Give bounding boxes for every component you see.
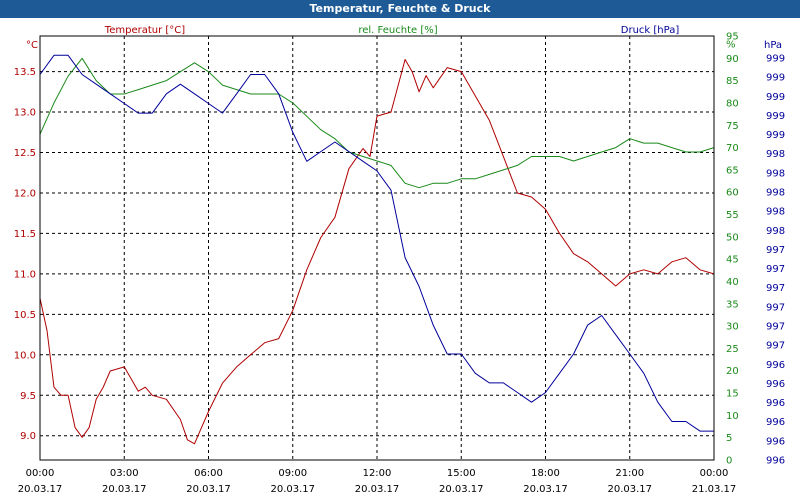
humidity-axis-tick-label: 95	[726, 32, 739, 43]
left-axis-ticks: 9.0 9.5 10.0 10.5 11.0 11.5 12.0 12.5 13.0 13.5	[14, 67, 36, 442]
x-axis-date-label: 21.03.17	[692, 484, 737, 495]
x-axis-time-label: 18:00	[531, 468, 560, 479]
humidity-axis-tick-label: 50	[726, 232, 739, 243]
humidity-axis-tick-label: 45	[726, 255, 739, 266]
humidity-axis-tick-label: 5	[726, 433, 732, 444]
pressure-axis-tick-label: 998	[766, 149, 785, 160]
pressure-axis-tick-label: 997	[766, 245, 785, 256]
pressure-axis-tick-label: 999	[766, 111, 785, 122]
left-axis-unit: °C	[26, 40, 38, 51]
legend-pressure: Druck [hPa]	[621, 25, 680, 36]
pressure-axis-tick-label: 996	[766, 456, 785, 467]
right2-axis-unit: hPa	[764, 40, 782, 51]
humidity-axis-tick-label: 25	[726, 344, 739, 355]
humidity-axis-tick-label: 40	[726, 277, 739, 288]
pressure-axis-tick-label: 996	[766, 398, 785, 409]
pressure-axis-tick-label: 998	[766, 168, 785, 179]
x-axis-time-label: 12:00	[363, 468, 392, 479]
x-axis-date-label: 20.03.17	[18, 484, 63, 495]
pressure-axis-tick-label: 999	[766, 130, 785, 141]
humidity-axis-tick-label: 80	[726, 98, 739, 109]
chart-title-bar: Temperatur, Feuchte & Druck	[0, 0, 800, 18]
humidity-axis-tick-label: 90	[726, 54, 739, 65]
x-axis-date-label: 20.03.17	[186, 484, 231, 495]
humidity-axis-tick-label: 70	[726, 143, 739, 154]
pressure-axis-tick-label: 996	[766, 417, 785, 428]
left-axis-tick-label: 13.0	[14, 108, 36, 119]
humidity-axis-ticks: 0 5 10 15 20 25 30 35 40 45 50 55 60 65 70 75 80 85 90 95%	[726, 32, 739, 467]
humidity-axis-tick-label: 65	[726, 165, 739, 176]
humidity-axis-tick-label: 10	[726, 411, 739, 422]
pressure-axis-tick-label: 997	[766, 283, 785, 294]
humidity-axis-tick-label: 55	[726, 210, 739, 221]
left-axis-tick-label: 12.5	[14, 148, 36, 159]
grid-lines	[40, 36, 714, 460]
plot-frame	[39, 35, 715, 461]
left-axis-tick-label: 9.5	[20, 391, 36, 402]
x-axis-time-label: 21:00	[615, 468, 644, 479]
x-axis-date-label: 20.03.17	[523, 484, 568, 495]
humidity-axis-tick-label: 0	[726, 456, 732, 467]
humidity-axis-tick-label: 75	[726, 121, 739, 132]
humidity-axis-unit: %	[726, 40, 736, 51]
pressure-axis-tick-label: 998	[766, 207, 785, 218]
left-axis-tick-label: 10.0	[14, 350, 36, 361]
left-axis-tick-label: 13.5	[14, 67, 36, 78]
humidity-axis-tick-label: 20	[726, 366, 739, 377]
pressure-axis-tick-label: 997	[766, 322, 785, 333]
series-line-temperature	[39, 59, 715, 445]
left-axis-tick-label: 11.0	[14, 269, 36, 280]
x-axis-date-label: 20.03.17	[102, 484, 147, 495]
pressure-axis-tick-label: 997	[766, 341, 785, 352]
x-axis-date-label: 20.03.17	[607, 484, 652, 495]
pressure-axis-tick-label: 999	[766, 73, 785, 84]
pressure-axis-tick-label: 998	[766, 226, 785, 237]
humidity-axis-tick-label: 30	[726, 322, 739, 333]
pressure-axis-tick-label: 998	[766, 188, 785, 199]
x-axis-time-label: 15:00	[447, 468, 476, 479]
pressure-axis-tick-label: 996	[766, 379, 785, 390]
x-axis-time-label: 03:00	[110, 468, 139, 479]
pressure-axis-tick-label: 997	[766, 302, 785, 313]
pressure-axis-ticks: 996 996 996 996 996 996 997 997 997 997 997 997 998 9…	[766, 54, 785, 467]
x-axis-ticks: 00:00 20.03.17 03:00 20.03.17 06:00 20.03.17 0…	[18, 468, 737, 495]
x-axis-time-label: 00:00	[700, 468, 729, 479]
pressure-axis-tick-label: 999	[766, 92, 785, 103]
pressure-axis-tick-label: 996	[766, 436, 785, 447]
x-axis-time-label: 00:00	[26, 468, 55, 479]
series-line-pressure	[39, 54, 714, 432]
legend-humidity: rel. Feuchte [%]	[358, 25, 437, 36]
chart-title: Temperatur, Feuchte & Druck	[309, 2, 491, 15]
humidity-axis-tick-label: 60	[726, 188, 739, 199]
x-axis-time-label: 06:00	[194, 468, 223, 479]
humidity-axis-tick-label: 35	[726, 299, 739, 310]
left-axis-tick-label: 9.0	[20, 431, 36, 442]
pressure-axis-tick-label: 999	[766, 54, 785, 65]
x-axis-date-label: 20.03.17	[439, 484, 484, 495]
humidity-axis-tick-label: 15	[726, 389, 739, 400]
left-axis-tick-label: 12.0	[14, 188, 36, 199]
pressure-axis-tick-label: 996	[766, 360, 785, 371]
x-axis-date-label: 20.03.17	[270, 484, 315, 495]
left-axis-tick-label: 10.5	[14, 310, 36, 321]
humidity-axis-tick-label: 85	[726, 76, 739, 87]
legend-temperature: Temperatur [°C]	[104, 25, 185, 36]
series-lines	[39, 54, 715, 445]
left-axis-tick-label: 11.5	[14, 229, 36, 240]
series-line-humidity	[39, 57, 715, 189]
x-axis-date-label: 20.03.17	[355, 484, 400, 495]
pressure-axis-tick-label: 997	[766, 264, 785, 275]
x-axis-time-label: 09:00	[278, 468, 307, 479]
